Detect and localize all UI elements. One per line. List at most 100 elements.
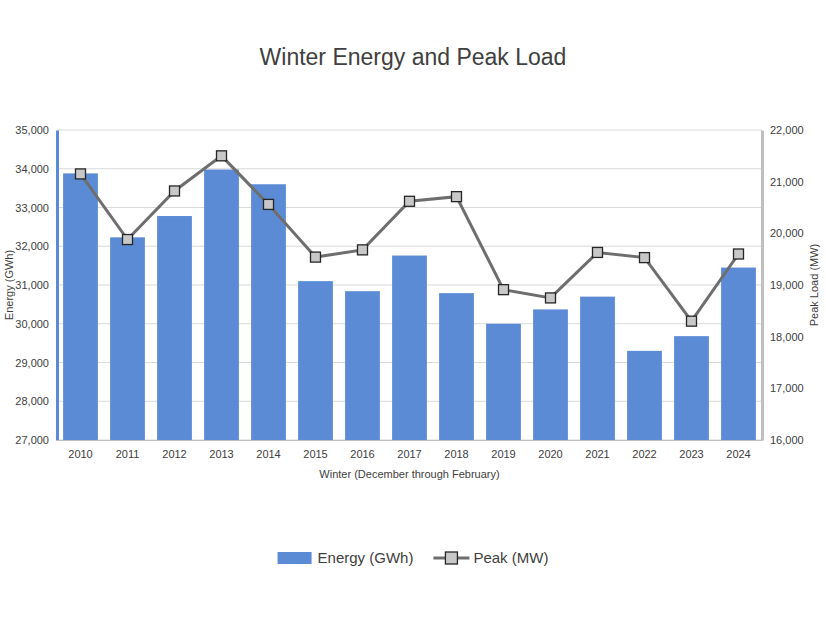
bar [251,184,286,440]
tick: 27,000 [15,434,57,446]
bar [721,268,756,440]
bar [298,281,333,440]
tick-label: 33,000 [15,202,49,214]
bar [486,324,521,440]
tick-label: 32,000 [15,240,49,252]
line [81,156,739,321]
y2-axis-title: Peak Load (MW) [808,244,820,327]
tick-label: 19,000 [770,279,804,291]
axis-line [58,440,763,441]
tick-label: 2016 [350,448,374,460]
tick: 35,000 [15,124,57,136]
marker [593,247,603,257]
tick-label: 2014 [256,448,280,460]
marker [546,293,556,303]
tick-label: 2024 [726,448,750,460]
tick: 31,000 [15,279,57,291]
marker [358,245,368,255]
tick: 2022 [632,440,656,460]
tick-label: 2010 [68,448,92,460]
tick-label: 29,000 [15,357,49,369]
legend-label: Energy (GWh) [318,549,414,566]
tick: 32,000 [15,240,57,252]
bar [63,173,98,440]
tick: 2024 [726,440,750,460]
marker [76,169,86,179]
tick-label: 2023 [679,448,703,460]
legend-marker [445,552,457,564]
tick: 2021 [585,440,609,460]
marker [264,199,274,209]
bar [392,256,427,440]
tick-label: 2022 [632,448,656,460]
bar [110,237,145,440]
axis-line [761,131,764,441]
tick-label: 2020 [538,448,562,460]
tick-label: 35,000 [15,124,49,136]
bar [533,309,568,440]
bar [439,293,474,440]
marker [170,186,180,196]
tick: 2023 [679,440,703,460]
tick-label: 28,000 [15,395,49,407]
tick-label: 18,000 [770,331,804,343]
tick-label: 2021 [585,448,609,460]
bar [157,216,192,440]
tick: 2015 [303,440,327,460]
tick: 33,000 [15,202,57,214]
bar [580,297,615,440]
title: Winter Energy and Peak Load [260,44,567,70]
marker [640,253,650,263]
bar [345,291,380,440]
tick: 2016 [350,440,374,460]
tick-label: 2018 [444,448,468,460]
bar [204,170,239,440]
tick: 18,000 [762,331,804,343]
grid [57,130,762,440]
legend-item: Energy (GWh) [278,549,414,566]
tick: 16,000 [762,434,804,446]
marker [217,151,227,161]
tick-label: 34,000 [15,163,49,175]
tick-label: 22,000 [770,124,804,136]
tick: 21,000 [762,176,804,188]
legend-item: Peak (MW) [433,549,548,566]
tick: 22,000 [762,124,804,136]
bar [674,336,709,440]
tick-label: 21,000 [770,176,804,188]
legend-label: Peak (MW) [473,549,548,566]
legend-swatch [278,552,312,564]
tick: 29,000 [15,357,57,369]
tick: 2013 [209,440,233,460]
tick: 2014 [256,440,280,460]
marker [405,196,415,206]
marker [499,285,509,295]
chart: 27,000 28,000 29,000 30,000 31,000 32,000 33,0… [0,0,826,620]
tick: 2017 [397,440,421,460]
tick: 2018 [444,440,468,460]
y2-axis: 16,000 17,000 18,000 19,000 20,000 21,000 22,0… [762,124,804,446]
grid-line [57,207,762,208]
tick: 28,000 [15,395,57,407]
marker [452,192,462,202]
tick: 20,000 [762,227,804,239]
grid-line [57,130,762,131]
tick-label: 30,000 [15,318,49,330]
tick: 2020 [538,440,562,460]
tick: 17,000 [762,382,804,394]
tick-label: 2011 [116,448,140,460]
tick-label: 2017 [397,448,421,460]
tick-label: 31,000 [15,279,49,291]
tick: 34,000 [15,163,57,175]
tick-label: 2019 [491,448,515,460]
tick: 30,000 [15,318,57,330]
tick-label: 2015 [303,448,327,460]
marker [311,252,321,262]
tick-label: 2013 [209,448,233,460]
marker [123,235,133,245]
x-axis-title: Winter (December through February) [319,468,499,480]
tick-label: 16,000 [770,434,804,446]
tick-label: 2012 [162,448,186,460]
tick: 2012 [162,440,186,460]
marks [63,151,756,440]
